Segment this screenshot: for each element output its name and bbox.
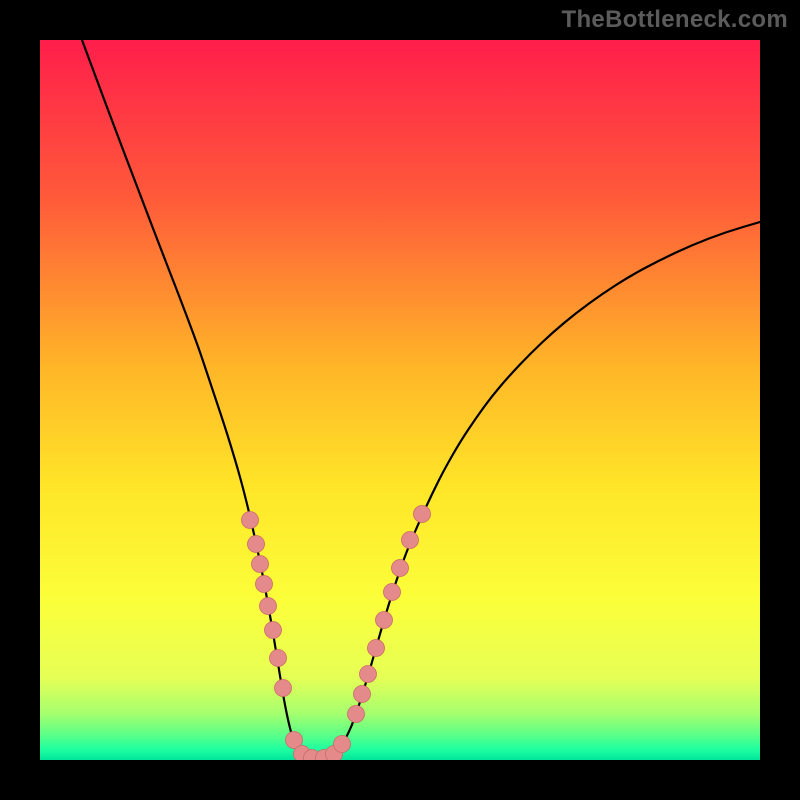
curve-marker [242,512,259,529]
curve-marker [368,640,385,657]
outer-frame: TheBottleneck.com [0,0,800,800]
curve-marker [270,650,287,667]
curve-marker [256,576,273,593]
curve-marker [384,584,401,601]
curve-marker [402,532,419,549]
curve-marker [376,612,393,629]
plot-svg [40,40,760,760]
curve-marker [260,598,277,615]
curve-marker [248,536,265,553]
curve-marker [348,706,365,723]
curve-marker [392,560,409,577]
curve-marker [252,556,269,573]
plot-area [40,40,760,760]
gradient-background [40,40,760,760]
curve-marker [414,506,431,523]
curve-marker [354,686,371,703]
curve-marker [360,666,377,683]
watermark-text: TheBottleneck.com [562,6,788,34]
curve-marker [334,736,351,753]
curve-marker [275,680,292,697]
curve-marker [265,622,282,639]
